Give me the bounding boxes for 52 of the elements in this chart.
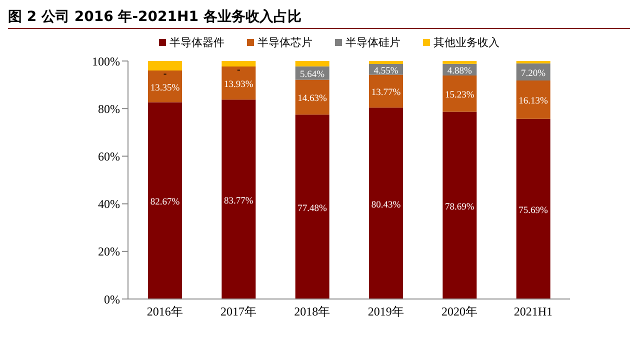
data-label: 82.67% [150, 198, 180, 208]
data-label: 4.88% [447, 66, 472, 77]
bar [222, 100, 256, 299]
x-tick-label: 2017年 [220, 304, 256, 319]
x-tick-label: 2018年 [294, 304, 330, 319]
data-label: 75.69% [518, 206, 548, 216]
x-tick-label: 2020年 [442, 304, 478, 319]
bar [295, 61, 330, 66]
bar [442, 61, 477, 64]
bar [369, 74, 403, 108]
bar [222, 66, 256, 100]
data-label: - [163, 68, 167, 80]
y-tick-label: 60% [98, 149, 120, 164]
legend-label: 半导体器件 [170, 35, 224, 50]
y-tick-label: 20% [98, 244, 120, 259]
data-label: 5.64% [300, 70, 325, 80]
bar [148, 102, 182, 299]
bar [516, 80, 550, 119]
data-label: 13.93% [224, 80, 254, 90]
data-label: 77.48% [298, 204, 328, 214]
data-label: 78.69% [445, 202, 474, 212]
x-tick-label: 2021H1 [514, 304, 553, 319]
data-label: 80.43% [371, 200, 401, 210]
data-label: 83.77% [224, 196, 254, 206]
bar [369, 61, 403, 64]
bar [295, 114, 330, 299]
legend-label: 半导体硅片 [346, 35, 400, 50]
legend-label: 半导体芯片 [258, 35, 312, 50]
bar [222, 61, 256, 66]
data-label: 13.35% [150, 83, 180, 94]
bar [295, 80, 330, 115]
x-tick-label: 2016年 [146, 304, 183, 319]
chart-title: 图 2 公司 2016 年-2021H1 各业务收入占比 [8, 8, 630, 29]
bar [148, 70, 182, 102]
data-label: 16.13% [518, 96, 548, 107]
data-label: 13.77% [371, 88, 401, 98]
y-tick-label: 100% [92, 54, 120, 68]
y-tick-label: 80% [98, 102, 120, 116]
data-label: 4.55% [374, 66, 398, 76]
legend-label: 其他业务收入 [434, 35, 500, 50]
bar [148, 61, 182, 70]
data-label: 7.20% [521, 68, 546, 79]
y-tick-label: 0% [104, 292, 120, 306]
bar [369, 108, 403, 299]
data-label: 14.63% [298, 94, 328, 104]
bar [442, 75, 477, 112]
x-tick-label: 2019年 [368, 304, 404, 319]
bar [516, 118, 550, 299]
data-label: 15.23% [445, 90, 474, 101]
data-label: - [236, 64, 240, 76]
y-tick-label: 40% [98, 197, 120, 212]
bar [442, 112, 477, 299]
